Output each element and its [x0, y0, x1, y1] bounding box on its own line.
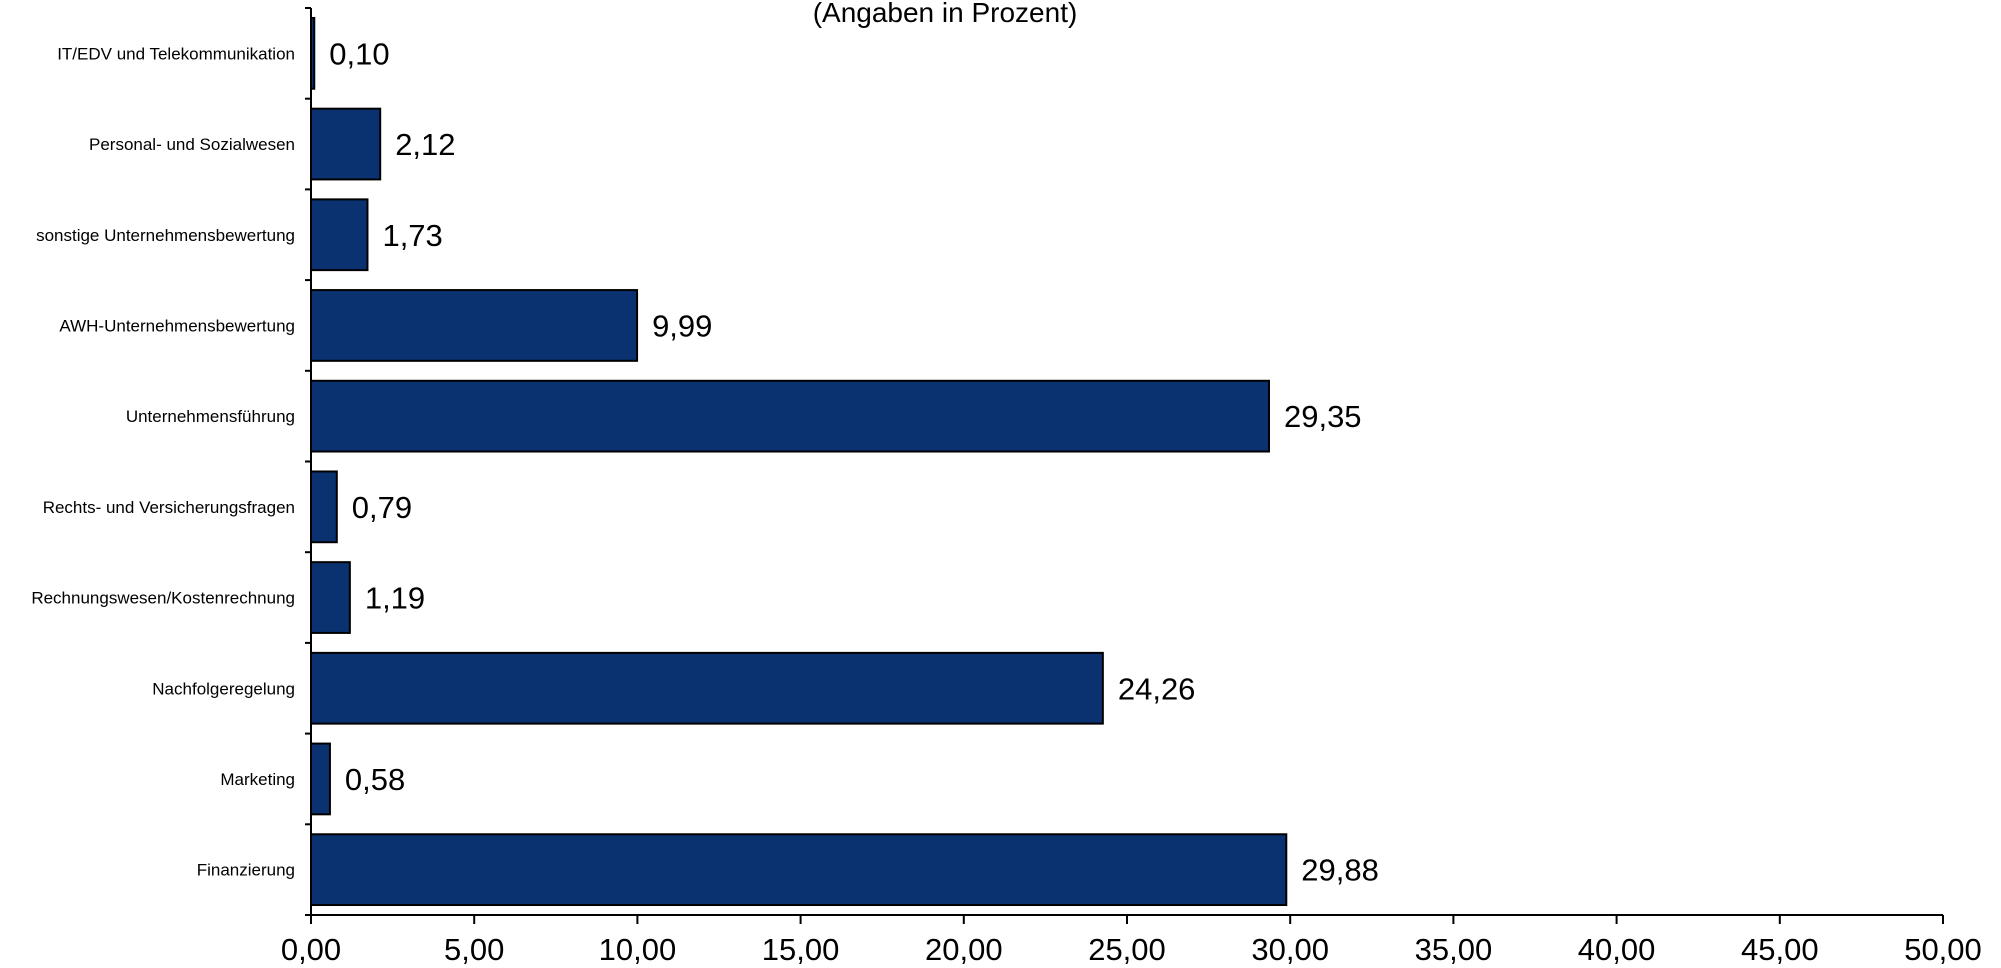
labels-layer: IT/EDV und Telekommunikation 0,10 Personal… — [31, 36, 1981, 967]
bar-7 — [310, 651, 1104, 725]
chart-subtitle: (Angaben in Prozent) — [813, 0, 1078, 28]
category-label: Marketing — [220, 770, 295, 789]
category-label: Unternehmensführung — [126, 407, 295, 426]
data-label: 0,79 — [352, 490, 412, 525]
category-label: Nachfolgeregelung — [152, 679, 295, 698]
x-tick-label: 25,00 — [1088, 932, 1166, 967]
x-tick-label: 35,00 — [1415, 932, 1493, 967]
bar-5 — [310, 470, 338, 544]
bar-3 — [310, 289, 639, 362]
bars-layer — [310, 16, 1288, 907]
x-tick-label: 10,00 — [599, 932, 677, 967]
axis-layer — [305, 7, 1944, 924]
x-tick-label: 15,00 — [762, 932, 840, 967]
category-label: Rechts- und Versicherungsfragen — [43, 498, 295, 517]
data-label: 1,73 — [382, 218, 442, 253]
bar-1 — [310, 107, 382, 181]
data-label: 1,19 — [365, 581, 425, 616]
category-label: IT/EDV und Telekommunikation — [57, 44, 295, 63]
bar-2 — [310, 198, 369, 272]
category-label: Rechnungswesen/Kostenrechnung — [31, 589, 295, 608]
bar-4 — [310, 379, 1270, 453]
category-label: Personal- und Sozialwesen — [89, 135, 295, 154]
data-label: 0,58 — [345, 762, 405, 797]
data-label: 24,26 — [1118, 671, 1196, 706]
x-tick-label: 50,00 — [1904, 932, 1982, 967]
data-label: 29,35 — [1284, 399, 1362, 434]
category-label: Finanzierung — [197, 861, 295, 880]
category-label: sonstige Unternehmensbewertung — [36, 226, 295, 245]
x-tick-label: 5,00 — [444, 932, 504, 967]
data-label: 0,10 — [329, 36, 389, 71]
x-tick-label: 40,00 — [1578, 932, 1656, 967]
bar-6 — [310, 561, 351, 634]
data-label: 2,12 — [395, 127, 455, 162]
data-label: 9,99 — [652, 308, 712, 343]
x-tick-label: 45,00 — [1741, 932, 1819, 967]
data-label: 29,88 — [1301, 853, 1379, 888]
bar-8 — [310, 742, 331, 816]
x-tick-label: 20,00 — [925, 932, 1003, 967]
x-tick-label: 0,00 — [281, 932, 341, 967]
bar-9 — [310, 833, 1288, 907]
category-label: AWH-Unternehmensbewertung — [59, 316, 295, 335]
x-tick-label: 30,00 — [1251, 932, 1329, 967]
